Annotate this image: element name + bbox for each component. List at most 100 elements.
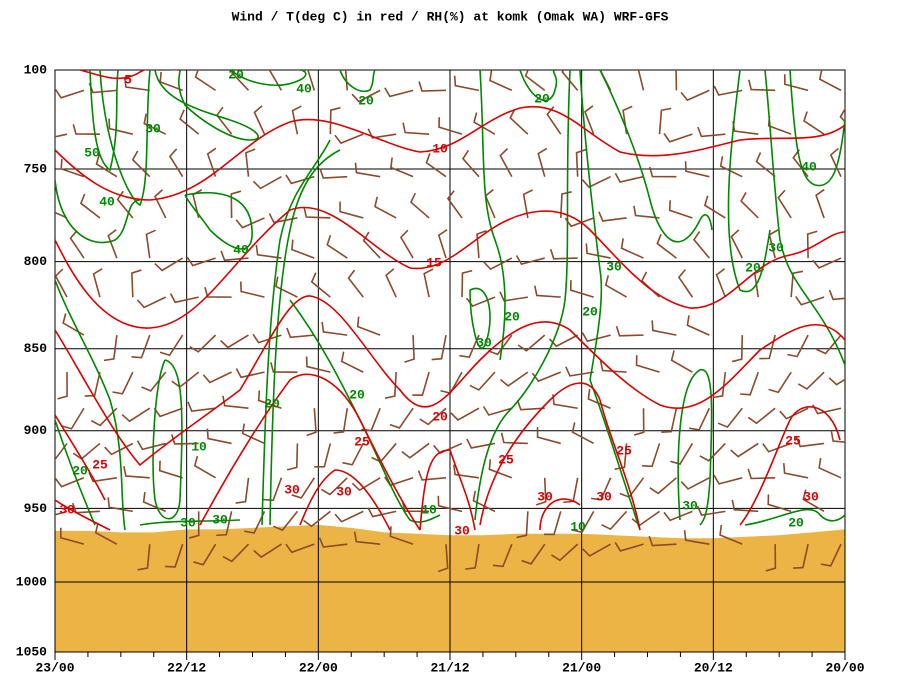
wind-barb (55, 442, 68, 461)
wind-barb (521, 543, 546, 565)
wind-barb (61, 407, 85, 430)
wind-barb (90, 407, 118, 427)
temperature-label: 25 (354, 434, 370, 449)
wind-barb (374, 196, 397, 219)
wind-barb (291, 105, 302, 135)
rh-label: 10 (570, 519, 586, 534)
wind-barb (103, 335, 118, 362)
wind-barb (604, 275, 627, 298)
wind-barb (57, 372, 68, 400)
rh-label: 30 (768, 240, 784, 255)
wind-barb (193, 455, 216, 479)
temperature-label: 15 (426, 255, 442, 270)
y-tick-label: 1050 (16, 644, 47, 659)
wind-barb (828, 377, 845, 386)
wind-barb (235, 368, 265, 379)
wind-barb (515, 255, 545, 266)
wind-barb (759, 334, 776, 360)
wind-barb (123, 466, 150, 479)
wind-barb (812, 257, 842, 269)
wind-barb (333, 408, 349, 434)
wind-barb (367, 128, 397, 139)
y-tick-label: 800 (24, 254, 48, 269)
wind-barb (351, 89, 381, 103)
wind-barb (154, 257, 184, 272)
wind-barb (193, 543, 217, 566)
wind-barb (143, 113, 167, 135)
wind-barb (186, 256, 216, 267)
wind-barb (582, 543, 611, 557)
wind-barb (88, 471, 117, 483)
wind-barb (245, 148, 256, 177)
wind-barb (818, 457, 842, 479)
rh-label: 20 (72, 463, 88, 478)
wind-barb (631, 510, 660, 527)
rh-label: 20 (349, 387, 365, 402)
wind-barb (263, 477, 283, 502)
wind-barb (677, 269, 694, 298)
wind-barb (187, 401, 216, 412)
wind-barb (69, 230, 85, 259)
wind-barb (253, 543, 282, 559)
rh-label: 20 (358, 93, 374, 108)
wind-barb (620, 238, 644, 259)
wind-barb (94, 522, 118, 545)
wind-barb (830, 431, 845, 444)
wind-barb (291, 477, 316, 499)
wind-barb (384, 87, 414, 98)
wind-barb (787, 334, 809, 358)
wind-barb (252, 333, 282, 344)
x-tick-label: 20/00 (825, 660, 864, 675)
wind-barb (642, 443, 661, 468)
wind-barb (347, 269, 364, 298)
wind-barb (326, 235, 348, 259)
temperature-label: 25 (785, 433, 801, 448)
wind-barb (423, 268, 434, 298)
wind-barb (565, 366, 594, 377)
wind-barb (285, 174, 315, 185)
temperature-label: 30 (803, 489, 819, 504)
wind-barb (362, 231, 381, 259)
wind-barb (307, 70, 316, 91)
wind-barb (561, 70, 579, 91)
wind-barb (310, 272, 331, 298)
y-tick-label: 1000 (16, 574, 47, 589)
wind-barb (59, 527, 85, 545)
y-tick-label: 850 (24, 341, 48, 356)
wind-barb (816, 334, 842, 355)
wind-barb (670, 350, 693, 373)
wind-barb (581, 332, 611, 343)
wind-barb (818, 70, 842, 92)
wind-barb (675, 70, 678, 91)
wind-barb (696, 505, 726, 517)
wind-barb (637, 70, 645, 91)
wind-barb (192, 189, 203, 219)
wind-barb (235, 477, 250, 504)
wind-barb (342, 443, 364, 466)
wind-barb (469, 371, 496, 391)
rh-label: 50 (84, 145, 100, 160)
wind-barb (487, 334, 513, 356)
rh-label: 30 (145, 121, 161, 136)
wind-barb (489, 70, 513, 92)
wind-barb (123, 77, 150, 92)
wind-barb (715, 268, 727, 298)
rh-label: 40 (99, 194, 115, 209)
wind-barb (153, 407, 183, 418)
wind-barb (762, 442, 792, 453)
wind-barb (839, 107, 845, 123)
wind-barb (425, 153, 447, 178)
wind-barb (517, 334, 546, 352)
wind-barb (829, 147, 842, 178)
wind-barb (321, 321, 348, 336)
wind-barb (483, 257, 513, 271)
wind-barb (461, 149, 480, 178)
wind-barb (79, 193, 101, 219)
wind-barb (571, 422, 595, 445)
wind-barb (712, 372, 727, 399)
wind-barb (488, 459, 513, 479)
wind-barb (790, 270, 804, 298)
wind-barb (717, 407, 743, 429)
rh-label: 20 (788, 515, 804, 530)
